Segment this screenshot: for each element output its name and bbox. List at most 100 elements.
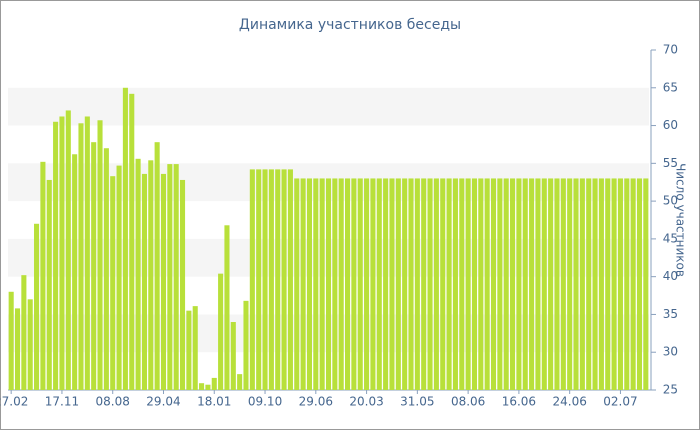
- bar: [548, 178, 554, 390]
- bar: [630, 178, 636, 390]
- bar: [427, 178, 433, 390]
- y-tick-label: 60: [663, 118, 678, 132]
- bar: [598, 178, 604, 390]
- bar: [281, 169, 287, 390]
- bar: [408, 178, 414, 390]
- bar: [205, 384, 211, 390]
- y-tick-label: 50: [663, 194, 678, 208]
- bar: [78, 123, 84, 391]
- x-tick-label: 24.06: [552, 395, 586, 409]
- x-tick-label: 31.05: [400, 395, 434, 409]
- bar: [567, 178, 573, 390]
- x-tick-label: 18.01: [197, 395, 231, 409]
- bar: [110, 176, 116, 390]
- bar: [306, 178, 312, 390]
- bar: [586, 178, 592, 390]
- bar: [376, 178, 382, 390]
- bar: [148, 160, 154, 390]
- bar: [503, 178, 509, 390]
- bar: [325, 178, 332, 390]
- bar: [268, 169, 274, 390]
- bar: [218, 273, 224, 390]
- bar: [14, 308, 21, 390]
- x-tick-label: 17.11: [45, 395, 79, 409]
- bar: [199, 383, 205, 390]
- bar: [554, 178, 560, 390]
- bar: [192, 306, 198, 390]
- x-tick-label: 27.02: [0, 395, 28, 409]
- bar: [59, 116, 65, 390]
- bar: [433, 178, 439, 390]
- bar: [97, 120, 103, 391]
- bar: [592, 178, 598, 390]
- bar: [383, 178, 389, 390]
- y-tick-label: 40: [663, 269, 678, 283]
- bar: [370, 178, 376, 390]
- bar: [34, 223, 40, 390]
- bar: [91, 142, 97, 390]
- bar: [224, 225, 230, 390]
- bar: [510, 178, 516, 390]
- y-tick-label: 45: [663, 231, 678, 245]
- bar: [154, 142, 160, 390]
- bar: [300, 178, 306, 390]
- bar: [516, 178, 522, 390]
- bar: [21, 275, 27, 390]
- bar: [65, 110, 71, 390]
- bar: [446, 178, 452, 390]
- y-axis-label: Число участников: [674, 163, 688, 277]
- bar: [319, 178, 325, 390]
- bar: [351, 178, 357, 390]
- bar: [294, 178, 300, 390]
- bar: [560, 178, 566, 390]
- bar: [53, 121, 59, 391]
- bar: [40, 161, 46, 390]
- bar: [402, 178, 408, 390]
- bar: [421, 178, 427, 390]
- bar: [364, 178, 370, 390]
- bar: [173, 164, 179, 390]
- y-tick-label: 25: [663, 383, 678, 397]
- bar: [497, 178, 503, 390]
- bar: [230, 322, 236, 390]
- bar: [46, 179, 52, 390]
- bar: [414, 178, 420, 390]
- bar: [535, 178, 541, 390]
- bar: [179, 179, 186, 390]
- bar: [636, 178, 643, 390]
- x-tick-label: 02.07: [603, 395, 637, 409]
- bar: [579, 178, 585, 390]
- bar: [452, 178, 458, 390]
- x-tick-label: 20.03: [349, 395, 383, 409]
- bar: [389, 178, 395, 390]
- bar: [345, 178, 351, 390]
- bar: [160, 173, 167, 390]
- bar: [529, 178, 535, 390]
- x-tick-label: 29.04: [146, 395, 180, 409]
- bar: [256, 169, 262, 390]
- x-tick-label: 09.10: [248, 395, 282, 409]
- bar: [484, 178, 490, 390]
- y-tick-label: 35: [663, 307, 678, 321]
- y-tick-label: 55: [663, 156, 678, 170]
- y-tick-label: 65: [663, 80, 678, 94]
- bar: [440, 178, 446, 390]
- bar: [357, 178, 363, 390]
- bar: [211, 377, 217, 390]
- y-tick-label: 30: [663, 345, 678, 359]
- x-tick-label: 16.06: [502, 395, 536, 409]
- bar: [141, 173, 147, 390]
- bar: [249, 169, 255, 390]
- bar: [541, 178, 547, 390]
- bar: [332, 178, 338, 390]
- bar: [617, 178, 623, 390]
- bar: [262, 169, 268, 390]
- bar: [490, 178, 497, 390]
- bar: [611, 178, 617, 390]
- x-tick-label: 08.08: [96, 395, 130, 409]
- bar: [27, 299, 33, 390]
- bar: [313, 178, 319, 390]
- x-tick-label: 08.06: [451, 395, 485, 409]
- bar: [465, 178, 471, 390]
